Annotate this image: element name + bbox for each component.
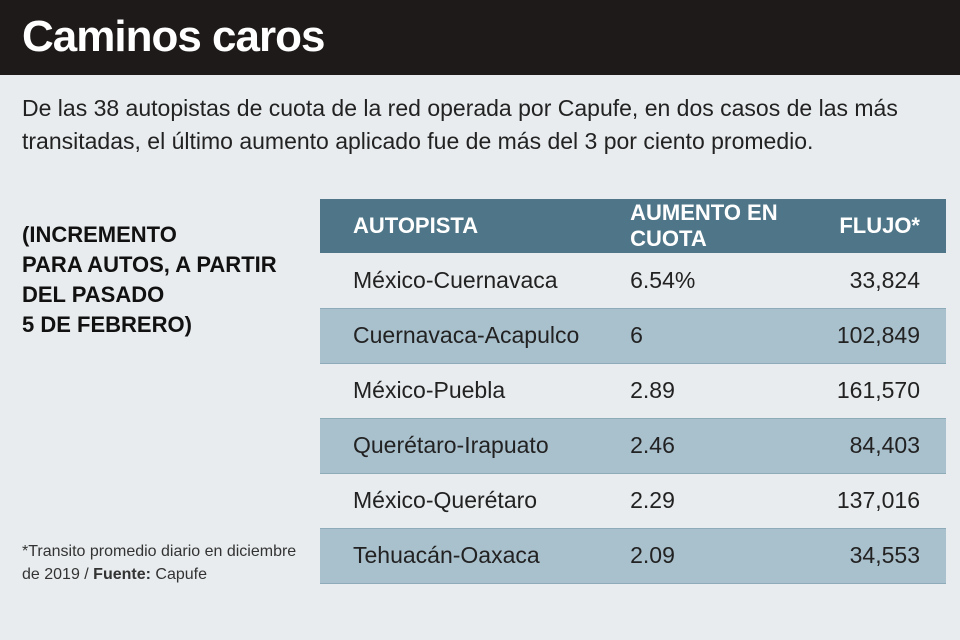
table-row: Cuernavaca-Acapulco 6 102,849 (320, 307, 946, 364)
table-header-row: AUTOPISTA AUMENTO EN CUOTA FLUJO* (320, 199, 946, 253)
table-row: México-Puebla 2.89 161,570 (320, 363, 946, 418)
cell-aumento: 2.46 (620, 417, 837, 474)
cell-flujo: 34,553 (836, 527, 946, 584)
cell-autopista: Tehuacán-Oaxaca (320, 527, 621, 584)
source-label: Fuente: (93, 566, 151, 583)
cell-flujo: 161,570 (836, 377, 920, 403)
footnote: *Transito promedio diario en diciembre d… (22, 540, 312, 586)
cell-autopista: Querétaro-Irapuato (320, 417, 621, 474)
table-row: México-Cuernavaca 6.54% 33,824 (320, 253, 946, 308)
page-title: Caminos caros (22, 12, 325, 61)
table-row: Tehuacán-Oaxaca 2.09 34,553 (320, 527, 946, 584)
intro-text: De las 38 autopistas de cuota de la red … (22, 95, 898, 154)
header-bar: Caminos caros (0, 0, 960, 75)
cell-flujo: 33,824 (849, 266, 920, 293)
cell-aumento: 2.09 (620, 527, 837, 584)
cell-autopista: Cuernavaca-Acapulco (320, 307, 621, 364)
footnote-text: *Transito promedio diario en diciembre d… (22, 543, 297, 583)
cell-aumento: 6 (620, 307, 837, 364)
column-header-autopista: AUTOPISTA (353, 213, 479, 238)
cell-aumento: 2.29 (630, 487, 675, 513)
cell-autopista: México-Cuernavaca (353, 266, 558, 293)
cell-autopista: México-Querétaro (353, 487, 538, 513)
column-header-aumento: AUMENTO EN CUOTA (630, 200, 778, 251)
cell-flujo: 137,016 (836, 487, 920, 513)
table-row: Querétaro-Irapuato 2.46 84,403 (320, 417, 946, 474)
toll-table: AUTOPISTA AUMENTO EN CUOTA FLUJO* México… (320, 199, 946, 584)
cell-flujo: 102,849 (836, 307, 946, 364)
table-row: México-Querétaro 2.29 137,016 (320, 473, 946, 528)
increment-note: (INCREMENTO PARA AUTOS, A PARTIR DEL PAS… (22, 222, 277, 337)
cell-aumento: 6.54% (630, 266, 696, 293)
cell-autopista: México-Puebla (353, 377, 506, 403)
source-name: Capufe (150, 566, 207, 583)
cell-flujo: 84,403 (836, 417, 946, 474)
column-header-flujo: FLUJO* (839, 213, 920, 238)
cell-aumento: 2.89 (630, 377, 675, 403)
